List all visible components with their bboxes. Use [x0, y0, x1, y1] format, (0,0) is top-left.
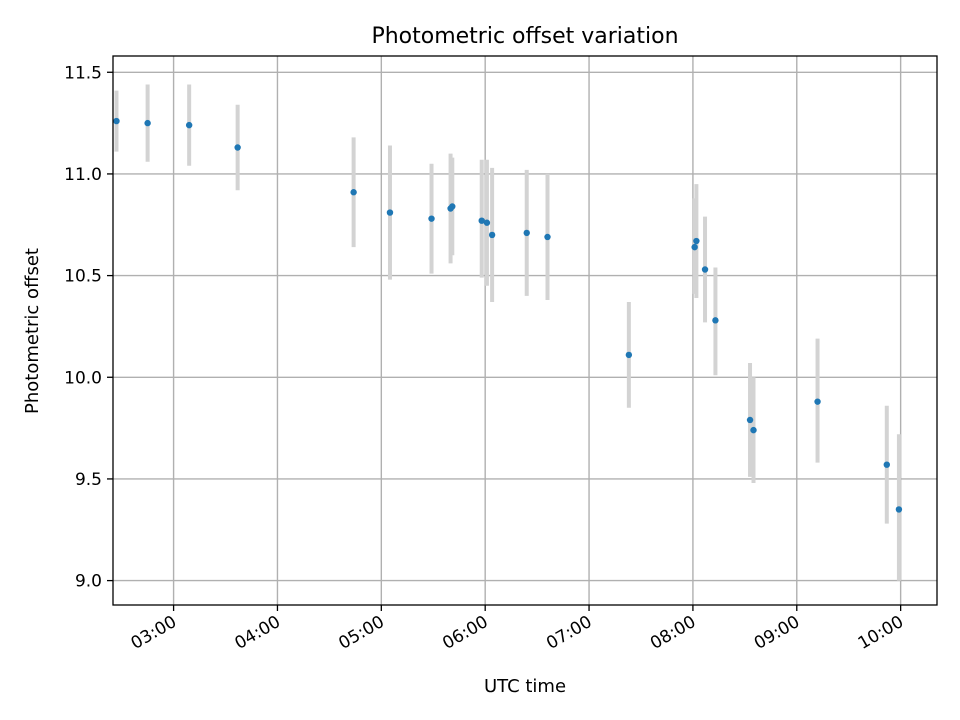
- x-tick-label: 09:00: [751, 612, 803, 654]
- data-point: [488, 231, 496, 239]
- x-tick-label: 03:00: [128, 612, 180, 654]
- data-point: [185, 121, 193, 129]
- data-point: [750, 426, 757, 434]
- data-point: [691, 243, 698, 251]
- data-point: [895, 506, 903, 513]
- data-point: [712, 317, 719, 324]
- y-tick-label: 10.5: [64, 267, 102, 287]
- data-point: [483, 219, 491, 226]
- data-point: [449, 203, 456, 210]
- data-point: [814, 398, 821, 405]
- data-point: [625, 351, 633, 359]
- x-tick-label: 10:00: [855, 612, 907, 654]
- data-point: [386, 209, 394, 216]
- data-point: [234, 144, 241, 151]
- y-tick-label: 9.5: [75, 470, 102, 490]
- data-point: [701, 266, 709, 273]
- chart-title: Photometric offset variation: [371, 24, 678, 49]
- data-point: [883, 461, 890, 468]
- x-axis-label: UTC time: [484, 676, 566, 697]
- data-point: [478, 217, 485, 224]
- x-tick-label: 06:00: [439, 612, 491, 654]
- data-point: [544, 233, 551, 241]
- x-tick-label: 05:00: [335, 612, 387, 654]
- x-tick-label: 07:00: [543, 612, 595, 654]
- data-point: [350, 189, 357, 196]
- data-point: [693, 237, 700, 245]
- y-tick-label: 9.0: [75, 572, 102, 592]
- plot-frame: [112, 55, 938, 606]
- data-point: [113, 117, 120, 125]
- y-axis-label: Photometric offset: [22, 248, 43, 414]
- y-tick-label: 11.0: [64, 165, 102, 185]
- x-tick-label: 08:00: [647, 612, 699, 654]
- x-tick-label: 04:00: [232, 612, 284, 654]
- data-series: [113, 84, 903, 581]
- y-tick-label: 10.0: [64, 368, 102, 388]
- y-tick-label: 11.5: [64, 63, 102, 83]
- data-point: [428, 215, 435, 222]
- data-point: [523, 229, 530, 237]
- data-point: [746, 416, 754, 424]
- data-point: [144, 119, 151, 127]
